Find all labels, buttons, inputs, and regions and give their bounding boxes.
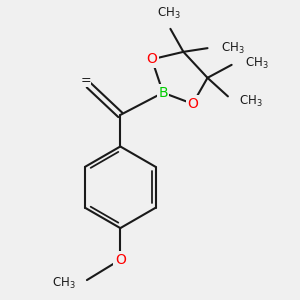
Text: CH$_3$: CH$_3$	[220, 40, 244, 56]
Text: CH$_3$: CH$_3$	[244, 56, 268, 70]
Text: O: O	[146, 52, 157, 66]
Text: CH$_3$: CH$_3$	[52, 276, 76, 291]
Text: CH$_3$: CH$_3$	[157, 6, 180, 21]
Text: B: B	[158, 86, 168, 100]
Text: O: O	[115, 253, 126, 267]
Text: CH$_3$: CH$_3$	[239, 94, 263, 110]
Text: O: O	[187, 97, 198, 111]
Text: =: =	[80, 74, 91, 87]
